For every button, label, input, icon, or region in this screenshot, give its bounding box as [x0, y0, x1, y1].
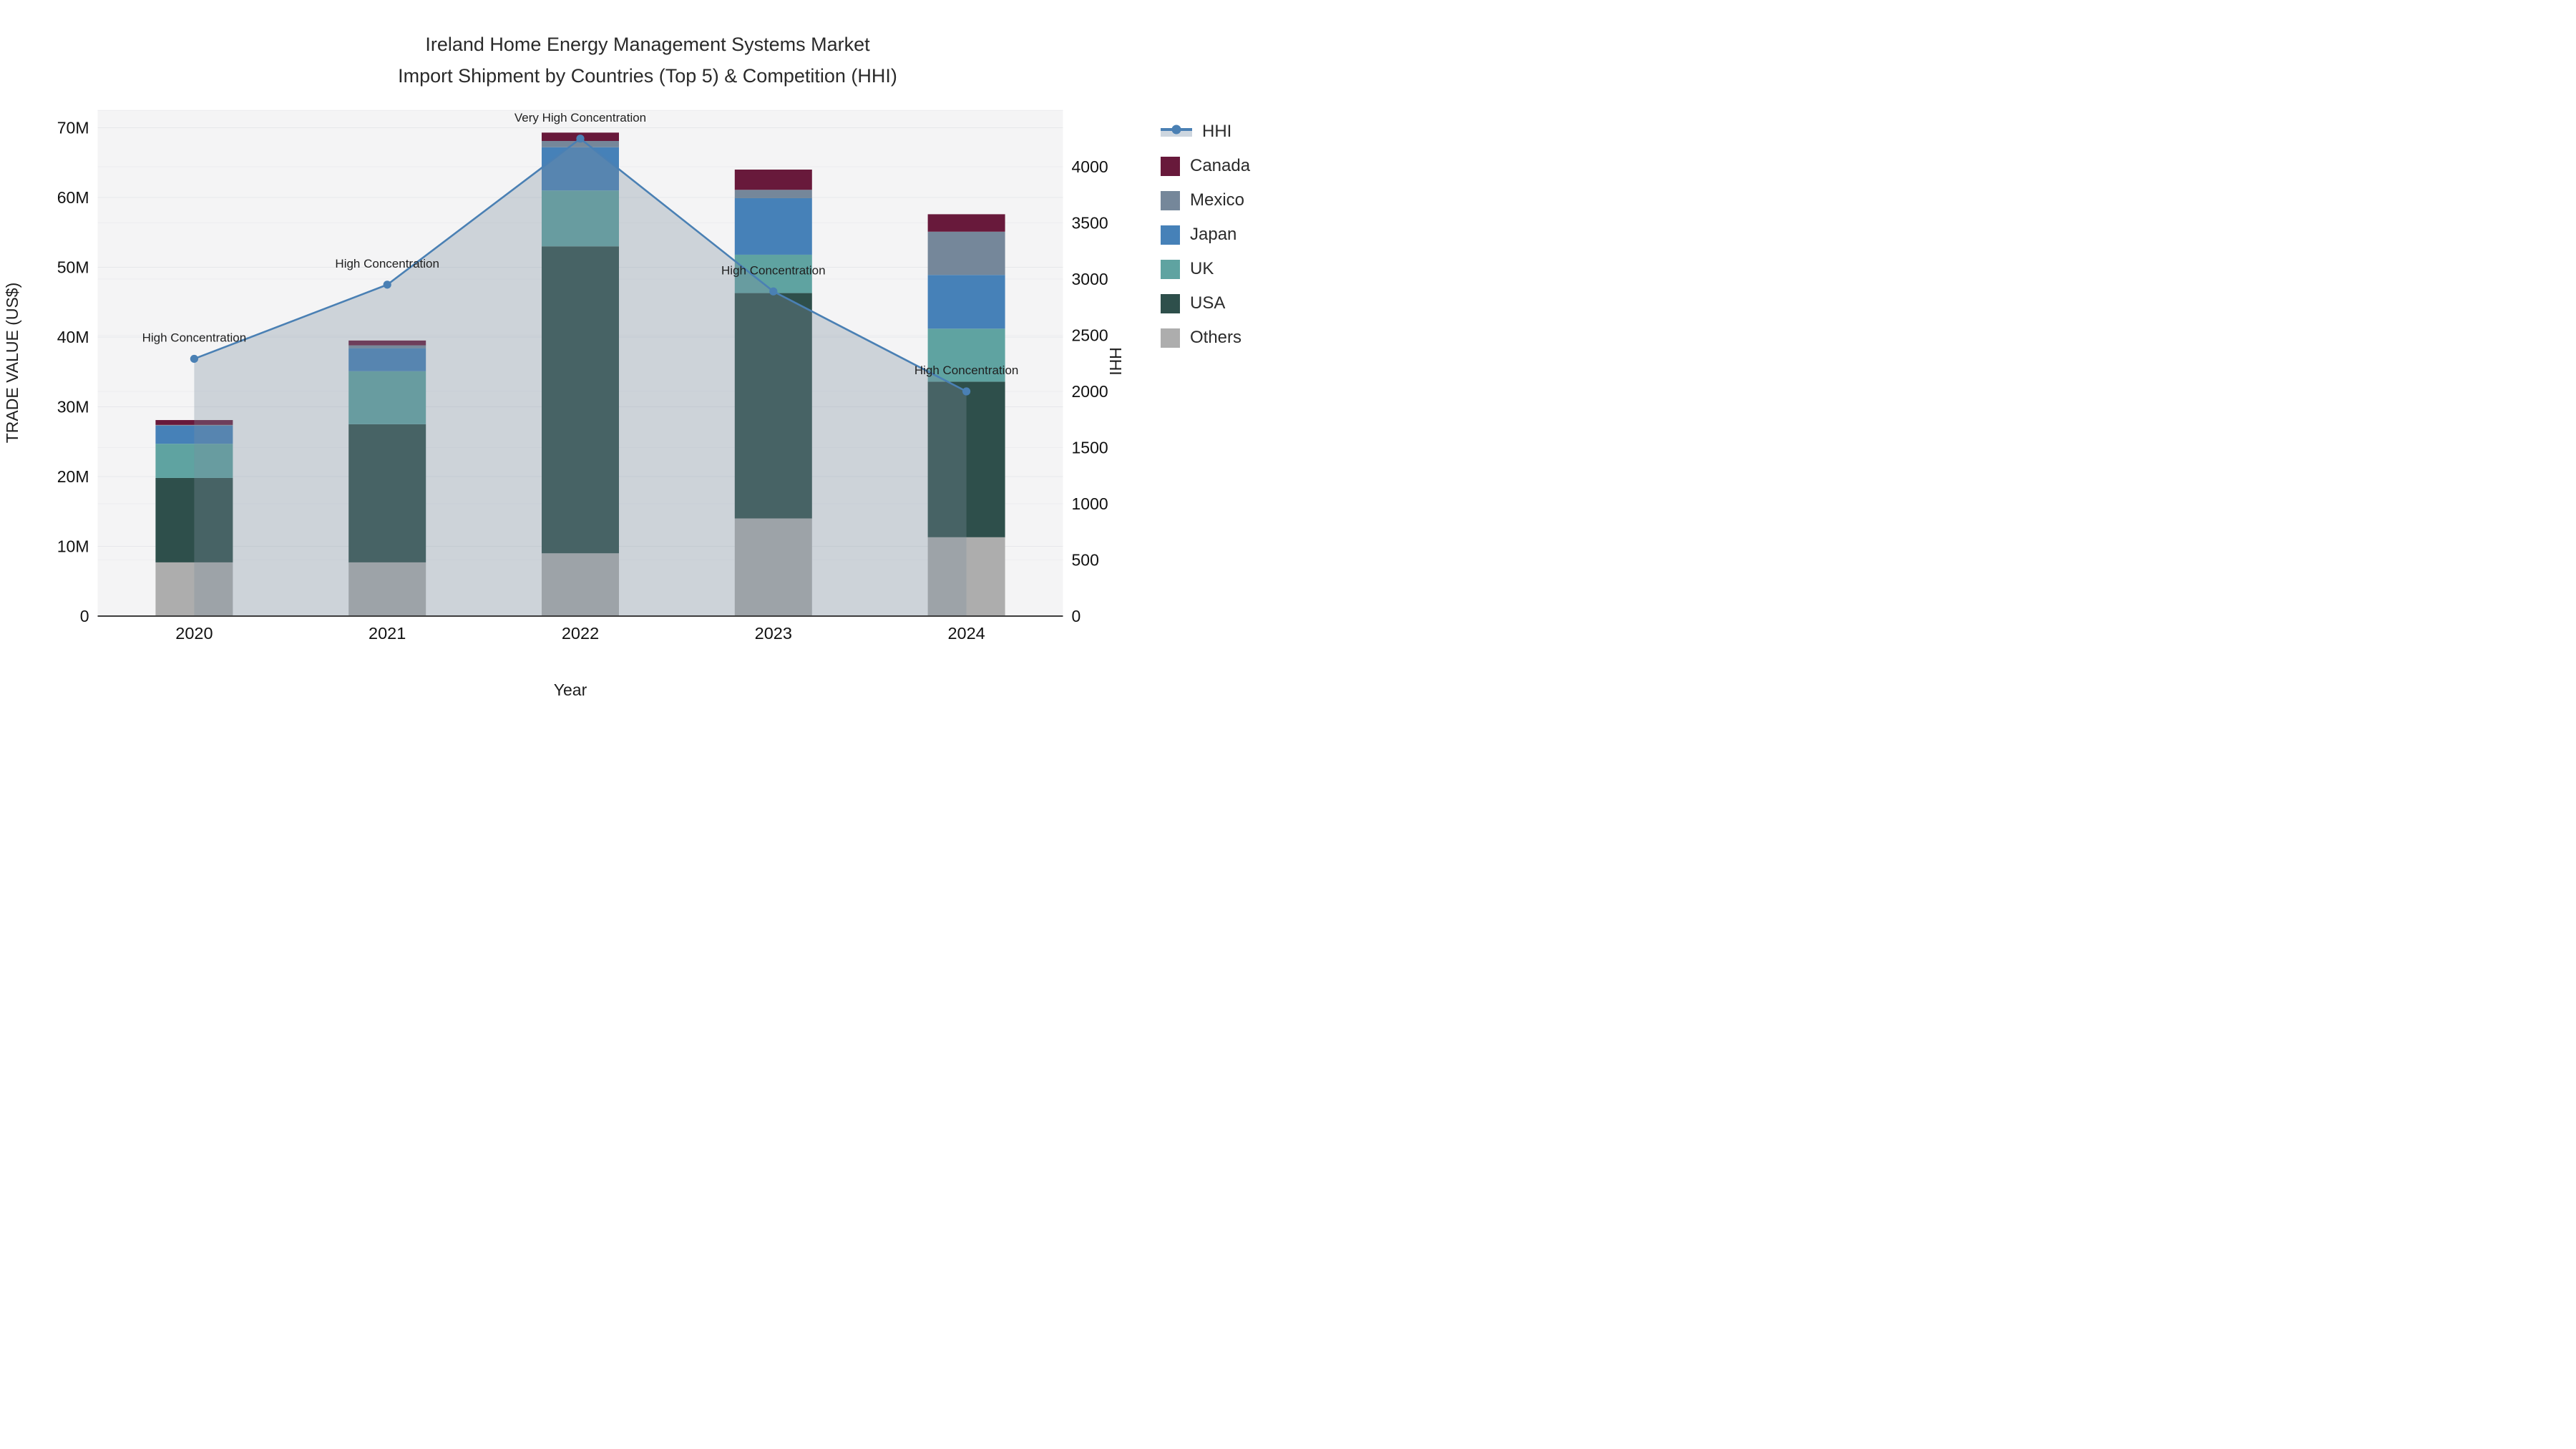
legend-label-japan: Japan	[1190, 225, 1237, 244]
legend-label-canada: Canada	[1190, 156, 1251, 175]
bar-segment-japan-2020	[155, 425, 233, 444]
x-tick-2024: 2024	[947, 624, 985, 643]
bar-segment-uk-2021	[348, 371, 426, 424]
legend-label-hhi: HHI	[1202, 122, 1232, 141]
y-right-tick-1000: 1000	[1072, 494, 1108, 513]
bar-segment-usa-2022	[542, 246, 619, 554]
bar-segment-usa-2023	[734, 293, 812, 519]
x-axis-title: Year	[554, 680, 587, 699]
legend-swatch-usa-icon	[1161, 293, 1180, 313]
legend-label-mexico: Mexico	[1190, 190, 1245, 210]
bar-segment-mexico-2024	[927, 231, 1005, 275]
bar-segment-others-2023	[734, 518, 812, 616]
y-right-tick-2500: 2500	[1072, 326, 1108, 345]
y-right-tick-4000: 4000	[1072, 157, 1108, 176]
bar-segment-canada-2023	[734, 170, 812, 190]
legend-item-canada[interactable]: Canada	[1161, 149, 1250, 183]
bar-segment-mexico-2022	[542, 141, 619, 147]
hhi-annotation-2022: Very High Concentration	[514, 111, 646, 125]
hhi-marker-2023	[769, 287, 778, 296]
bar-segment-usa-2024	[927, 381, 1005, 537]
bar-segment-mexico-2023	[734, 190, 812, 198]
chart-title: Ireland Home Energy Management Systems M…	[425, 34, 870, 55]
y-left-tick-20M: 20M	[57, 467, 89, 486]
x-tick-2022: 2022	[562, 624, 599, 643]
hhi-marker-2022	[576, 135, 585, 143]
x-tick-2021: 2021	[369, 624, 406, 643]
legend-swatch-uk-icon	[1161, 259, 1180, 279]
bar-segment-mexico-2020	[155, 424, 233, 426]
hhi-annotation-2020: High Concentration	[142, 331, 247, 344]
legend-item-uk[interactable]: UK	[1161, 252, 1250, 286]
bar-segment-uk-2023	[734, 254, 812, 293]
legend-label-others: Others	[1190, 328, 1242, 347]
y-right-tick-1500: 1500	[1072, 439, 1108, 457]
y-right-tick-3500: 3500	[1072, 214, 1108, 233]
bar-segment-japan-2023	[734, 197, 812, 255]
chart-canvas: High Concentration High Concentration Very…	[3, 109, 1125, 699]
y-axis-title-left: TRADE VALUE (US$)	[3, 283, 21, 444]
hhi-annotation-2023: High Concentration	[721, 263, 826, 277]
legend-label-usa: USA	[1190, 293, 1226, 313]
bar-segment-canada-2021	[348, 340, 426, 346]
bar-segment-mexico-2021	[348, 345, 426, 348]
x-tick-2020: 2020	[175, 624, 213, 643]
legend-item-others[interactable]: Others	[1161, 321, 1250, 355]
hhi-area-fill	[194, 138, 967, 616]
bar-segment-uk-2020	[155, 444, 233, 478]
bar-segment-others-2020	[155, 562, 233, 616]
y-left-tick-0: 0	[80, 607, 89, 625]
legend-label-uk: UK	[1190, 259, 1214, 278]
y-left-tick-70M: 70M	[57, 119, 89, 137]
bar-segment-uk-2022	[542, 190, 619, 247]
y-right-tick-2000: 2000	[1072, 382, 1108, 401]
bar-segment-japan-2021	[348, 348, 426, 371]
hhi-annotation-2021: High Concentration	[335, 257, 439, 270]
hhi-annotation-2024: High Concentration	[914, 364, 1019, 377]
hhi-marker-2020	[190, 354, 198, 364]
y-right-tick-0: 0	[1072, 607, 1081, 625]
x-tick-2023: 2023	[755, 624, 792, 643]
bar-segment-usa-2020	[155, 477, 233, 562]
legend-item-hhi[interactable]: HHI	[1161, 114, 1250, 149]
legend-swatch-japan-icon	[1161, 225, 1180, 245]
hhi-marker-2021	[383, 280, 391, 289]
hhi-line-swatch-icon	[1161, 125, 1192, 137]
bar-segment-japan-2022	[542, 147, 619, 191]
y-left-tick-40M: 40M	[57, 328, 89, 346]
legend-item-mexico[interactable]: Mexico	[1161, 183, 1250, 218]
bar-segment-canada-2024	[927, 214, 1005, 232]
legend-swatch-others-icon	[1161, 328, 1180, 348]
y-left-tick-10M: 10M	[57, 537, 89, 556]
bar-segment-japan-2024	[927, 275, 1005, 329]
bar-segment-usa-2021	[348, 424, 426, 562]
y-right-tick-3000: 3000	[1072, 270, 1108, 288]
y-left-tick-60M: 60M	[57, 188, 89, 207]
legend: HHI Canada Mexico Japan UK USA Others	[1161, 114, 1250, 355]
bar-segment-others-2022	[542, 553, 619, 616]
legend-item-usa[interactable]: USA	[1161, 286, 1250, 321]
hhi-marker-2024	[962, 387, 971, 396]
chart-subtitle: Import Shipment by Countries (Top 5) & C…	[398, 65, 897, 87]
y-left-tick-50M: 50M	[57, 258, 89, 277]
y-left-tick-30M: 30M	[57, 398, 89, 416]
bar-segment-others-2024	[927, 537, 1005, 616]
chart-title-block: Ireland Home Energy Management Systems M…	[0, 29, 1288, 92]
legend-swatch-mexico-icon	[1161, 190, 1180, 210]
bar-segment-uk-2024	[927, 328, 1005, 382]
legend-swatch-canada-icon	[1161, 156, 1180, 176]
y-axis-title-right: HHI	[1106, 347, 1125, 376]
chart-root: Ireland Home Energy Management Systems M…	[0, 0, 1288, 724]
bar-segment-others-2021	[348, 562, 426, 616]
y-right-tick-500: 500	[1072, 551, 1099, 570]
legend-item-japan[interactable]: Japan	[1161, 218, 1250, 252]
bar-segment-canada-2020	[155, 420, 233, 425]
